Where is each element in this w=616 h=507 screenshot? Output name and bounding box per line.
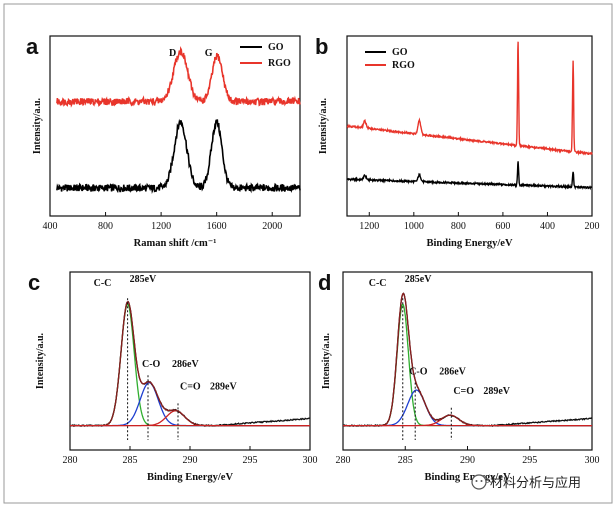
x-tick-label: 280	[336, 455, 351, 466]
x-tick-label: 200	[585, 221, 600, 232]
watermark-text: 材料分析与应用	[490, 475, 581, 491]
x-tick-label: 1600	[207, 221, 227, 232]
legend-label: RGO	[392, 60, 415, 71]
panel-letter: d	[318, 270, 331, 295]
x-tick-label: 1000	[404, 221, 424, 232]
x-axis-label: Binding Energy/eV	[426, 238, 512, 249]
wechat-icon	[471, 474, 487, 490]
y-axis-label: Intensity/a.u.	[321, 332, 332, 389]
annotation-energy: 285eV	[130, 274, 157, 285]
x-tick-label: 280	[63, 455, 78, 466]
annotation-bond: C=O	[180, 381, 201, 392]
y-axis-label: Intensity/a.u.	[32, 97, 43, 154]
x-tick-label: 285	[123, 455, 138, 466]
x-tick-label: 1200	[151, 221, 171, 232]
x-tick-label: 295	[522, 455, 537, 466]
panel-a: a 400 800 1200 1600 2000 Raman shift /cm⁻¹ Inte…	[26, 34, 301, 249]
annotation-bond: C=O	[453, 386, 474, 397]
annotation-energy: 286eV	[172, 359, 199, 370]
panel-b: b 1200 1000 800 600 400 200 Binding Energy/eV In…	[315, 34, 600, 249]
figure-border	[3, 3, 613, 504]
x-tick-label: 300	[303, 455, 318, 466]
x-tick-label: 290	[183, 455, 198, 466]
series-line-go	[56, 118, 301, 194]
x-axis-label: Binding Energy/eV	[424, 472, 510, 483]
annotation-bond: C-O	[409, 367, 428, 378]
annotation-bond: C-C	[369, 278, 387, 289]
wechat-icon-eye-right	[480, 480, 483, 482]
annotation-energy: 285eV	[405, 274, 432, 285]
annotation-bond: C-O	[142, 359, 161, 370]
x-tick-label: 400	[540, 221, 555, 232]
plot-frame	[49, 35, 301, 217]
x-tick-label: 600	[495, 221, 510, 232]
x-tick-label: 2000	[262, 221, 282, 232]
legend-label: GO	[268, 42, 284, 53]
series-line-rgo	[56, 46, 301, 108]
x-tick-label: 295	[243, 455, 258, 466]
x-tick-label: 285	[398, 455, 413, 466]
panel-letter: c	[28, 270, 40, 295]
panel-letter: b	[315, 34, 328, 59]
legend-label: RGO	[268, 58, 291, 69]
series-line-rgo	[346, 41, 593, 156]
x-axis-label: Raman shift /cm⁻¹	[134, 238, 217, 249]
panel-d: d 280 285 290 295 300 Binding Energy/eV Intensi…	[318, 270, 600, 483]
x-tick-label: 300	[585, 455, 600, 466]
legend-label: GO	[392, 47, 408, 58]
peak-label-d: D	[169, 48, 176, 59]
x-tick-label: 400	[43, 221, 58, 232]
watermark: 材料分析与应用	[471, 474, 581, 491]
x-tick-label: 800	[98, 221, 113, 232]
panel-c: c 280 285 290 295 300 Binding Energy/eV Intensi…	[28, 270, 318, 483]
x-tick-label: 800	[451, 221, 466, 232]
y-axis-label: Intensity/a.u.	[318, 97, 329, 154]
panel-letter: a	[26, 34, 39, 59]
peak-label-g: G	[205, 48, 213, 59]
x-axis-label: Binding Energy/eV	[147, 472, 233, 483]
x-tick-label: 1200	[359, 221, 379, 232]
annotation-bond: C-C	[94, 278, 112, 289]
annotation-energy: 289eV	[210, 381, 237, 392]
x-tick-label: 290	[460, 455, 475, 466]
annotation-energy: 289eV	[483, 386, 510, 397]
annotation-energy: 286eV	[439, 367, 466, 378]
y-axis-label: Intensity/a.u.	[35, 332, 46, 389]
series-line-go	[346, 161, 593, 191]
wechat-icon-eye-left	[475, 480, 478, 482]
